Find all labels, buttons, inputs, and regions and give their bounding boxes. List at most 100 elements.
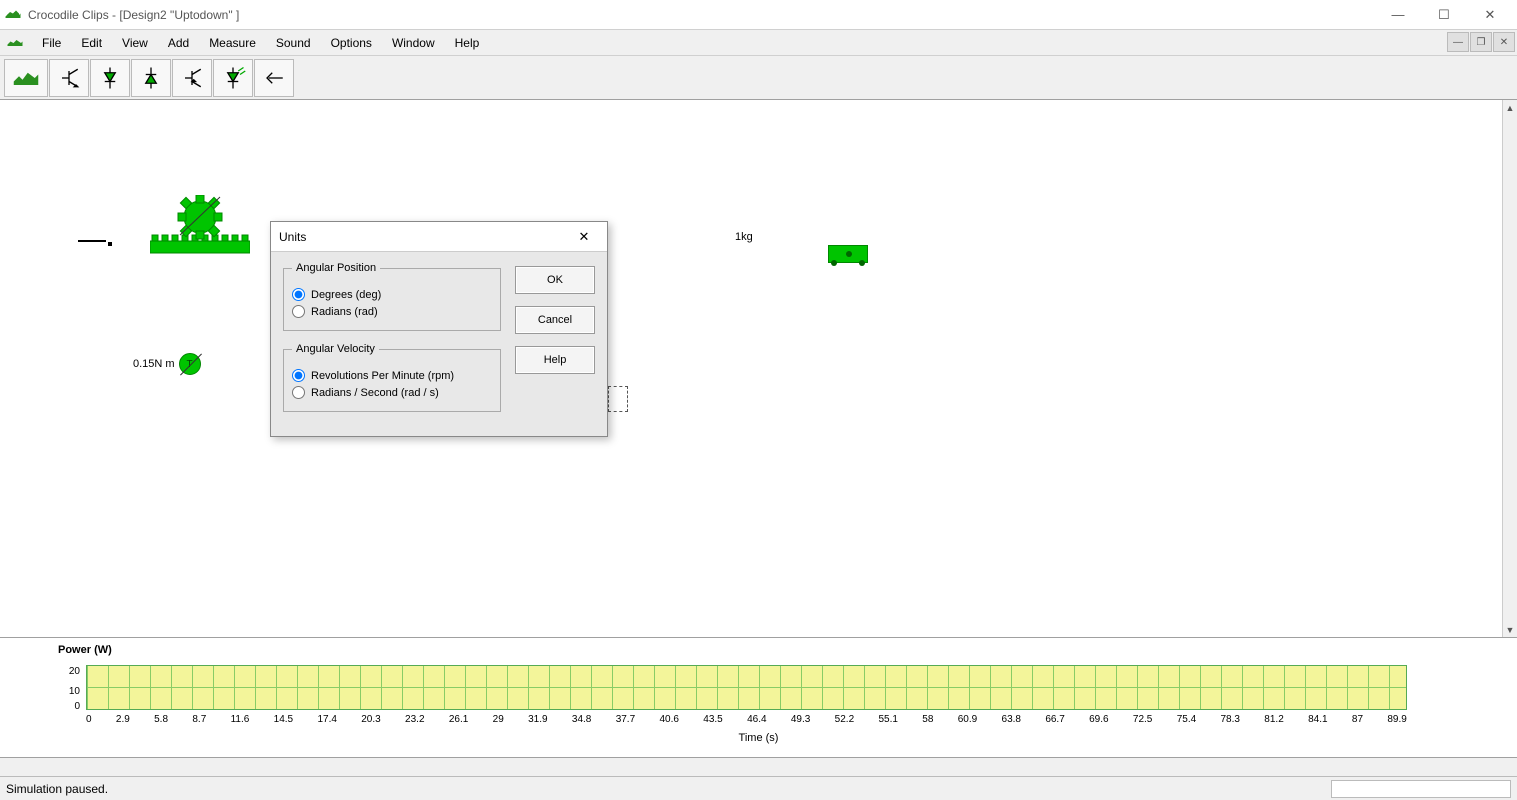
x-tick: 14.5 <box>274 714 293 725</box>
dialog-close-button[interactable]: ✕ <box>569 222 599 252</box>
mdi-restore-button[interactable]: ❐ <box>1470 32 1492 52</box>
x-tick: 87 <box>1352 714 1363 725</box>
radio-input[interactable] <box>292 305 305 318</box>
chart-x-ticks: 02.95.88.711.614.517.420.323.226.12931.9… <box>86 714 1407 725</box>
menu-add[interactable]: Add <box>158 32 199 54</box>
group-legend: Angular Position <box>292 262 380 274</box>
group-legend: Angular Velocity <box>292 343 379 355</box>
vertical-scrollbar[interactable]: ▲ ▼ <box>1502 100 1517 637</box>
help-button[interactable]: Help <box>515 346 595 374</box>
x-tick: 63.8 <box>1002 714 1021 725</box>
tool-croc-logo[interactable] <box>4 59 48 97</box>
x-tick: 89.9 <box>1387 714 1406 725</box>
mass-label: 1kg <box>735 231 753 243</box>
dialog-title: Units <box>279 230 569 244</box>
y-tick: 0 <box>58 702 80 722</box>
x-tick: 52.2 <box>835 714 854 725</box>
radio-radsec[interactable]: Radians / Second (rad / s) <box>292 386 492 399</box>
gear-component[interactable] <box>150 195 250 258</box>
mdi-minimize-button[interactable]: — <box>1447 32 1469 52</box>
menu-window[interactable]: Window <box>382 32 445 54</box>
menu-file[interactable]: File <box>32 32 71 54</box>
menu-edit[interactable]: Edit <box>71 32 112 54</box>
status-field <box>1331 780 1511 798</box>
torque-circle-icon: T <box>179 353 201 375</box>
window-title: Crocodile Clips - [Design2 "Uptodown" ] <box>28 8 1375 22</box>
scroll-up-button[interactable]: ▲ <box>1503 100 1517 115</box>
mdi-controls: — ❐ ✕ <box>1446 32 1515 52</box>
cart-component[interactable] <box>828 245 868 263</box>
radio-degrees[interactable]: Degrees (deg) <box>292 288 492 301</box>
scroll-track[interactable] <box>1503 115 1517 622</box>
x-tick: 78.3 <box>1221 714 1240 725</box>
mdi-close-button[interactable]: ✕ <box>1493 32 1515 52</box>
menu-measure[interactable]: Measure <box>199 32 266 54</box>
dialog-titlebar[interactable]: Units ✕ <box>271 222 607 252</box>
toolbar <box>0 56 1517 100</box>
chart-plot-area[interactable] <box>86 665 1407 710</box>
chart-y-ticks: 20 10 0 <box>58 662 80 722</box>
x-tick: 31.9 <box>528 714 547 725</box>
x-tick: 75.4 <box>1177 714 1196 725</box>
x-tick: 11.6 <box>231 714 250 725</box>
maximize-button[interactable]: ☐ <box>1421 0 1467 30</box>
window-controls: — ☐ ✕ <box>1375 0 1513 30</box>
radio-radians[interactable]: Radians (rad) <box>292 305 492 318</box>
x-tick: 84.1 <box>1308 714 1327 725</box>
radio-label: Degrees (deg) <box>311 289 381 301</box>
y-tick: 20 <box>58 662 80 682</box>
tool-diode-down[interactable] <box>90 59 130 97</box>
angular-velocity-group: Angular Velocity Revolutions Per Minute … <box>283 343 501 412</box>
x-tick: 0 <box>86 714 92 725</box>
tool-arrow-left[interactable] <box>254 59 294 97</box>
wire-node[interactable] <box>108 242 112 246</box>
menu-bar: FileEditViewAddMeasureSoundOptionsWindow… <box>0 30 1517 56</box>
units-dialog: Units ✕ Angular Position Degrees (deg) R… <box>270 221 608 437</box>
status-bar: Simulation paused. <box>0 776 1517 800</box>
ok-button[interactable]: OK <box>515 266 595 294</box>
x-tick: 58 <box>922 714 933 725</box>
x-tick: 60.9 <box>958 714 977 725</box>
radio-input[interactable] <box>292 369 305 382</box>
menu-help[interactable]: Help <box>445 32 490 54</box>
x-tick: 55.1 <box>878 714 897 725</box>
chart-panel: Power (W) 20 10 0 02.95.88.711.614.517.4… <box>0 638 1517 758</box>
cancel-button[interactable]: Cancel <box>515 306 595 334</box>
radio-input[interactable] <box>292 386 305 399</box>
selection-marker[interactable] <box>608 386 628 412</box>
tool-transistor-pnp[interactable] <box>172 59 212 97</box>
radio-label: Radians (rad) <box>311 306 378 318</box>
canvas-area: 0.15N m T 1kg Units ✕ Angular Position <box>0 100 1517 638</box>
cart-wheel-icon <box>859 260 865 266</box>
radio-rpm[interactable]: Revolutions Per Minute (rpm) <box>292 369 492 382</box>
x-tick: 49.3 <box>791 714 810 725</box>
radio-input[interactable] <box>292 288 305 301</box>
close-button[interactable]: ✕ <box>1467 0 1513 30</box>
y-tick: 10 <box>58 682 80 702</box>
torque-component[interactable]: 0.15N m T <box>133 353 201 375</box>
menu-options[interactable]: Options <box>321 32 382 54</box>
chart-x-title: Time (s) <box>0 732 1517 744</box>
x-tick: 8.7 <box>192 714 206 725</box>
title-bar: Crocodile Clips - [Design2 "Uptodown" ] … <box>0 0 1517 30</box>
minimize-button[interactable]: — <box>1375 0 1421 30</box>
menu-view[interactable]: View <box>112 32 158 54</box>
wire-segment[interactable] <box>78 240 106 242</box>
crocodile-icon <box>6 34 24 52</box>
x-tick: 2.9 <box>116 714 130 725</box>
menu-sound[interactable]: Sound <box>266 32 321 54</box>
tool-transistor-npn[interactable] <box>49 59 89 97</box>
x-tick: 23.2 <box>405 714 424 725</box>
x-tick: 34.8 <box>572 714 591 725</box>
x-tick: 81.2 <box>1264 714 1283 725</box>
tool-led-down[interactable] <box>213 59 253 97</box>
scroll-down-button[interactable]: ▼ <box>1503 622 1517 637</box>
x-tick: 5.8 <box>154 714 168 725</box>
status-text: Simulation paused. <box>6 782 108 796</box>
x-tick: 29 <box>493 714 504 725</box>
cart-wheel-icon <box>831 260 837 266</box>
torque-label: 0.15N m <box>133 358 175 370</box>
tool-diode-up[interactable] <box>131 59 171 97</box>
design-canvas[interactable]: 0.15N m T 1kg Units ✕ Angular Position <box>0 100 1502 637</box>
angular-position-group: Angular Position Degrees (deg) Radians (… <box>283 262 501 331</box>
